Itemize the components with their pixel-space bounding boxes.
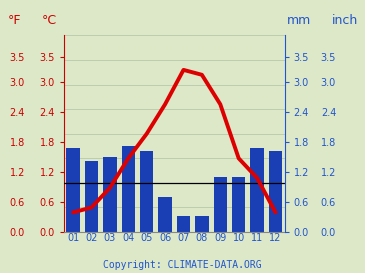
Text: mm: mm xyxy=(287,14,311,27)
Text: Copyright: CLIMATE-DATA.ORG: Copyright: CLIMATE-DATA.ORG xyxy=(103,260,262,270)
Bar xyxy=(85,161,98,232)
Bar xyxy=(250,147,264,232)
Bar xyxy=(269,152,282,232)
Bar xyxy=(158,197,172,232)
Bar xyxy=(66,147,80,232)
Bar xyxy=(103,157,116,232)
Bar xyxy=(140,152,153,232)
Text: inch: inch xyxy=(332,14,358,27)
Bar xyxy=(232,177,245,232)
Bar xyxy=(214,177,227,232)
Bar xyxy=(122,146,135,232)
Bar xyxy=(177,216,190,232)
Text: °C: °C xyxy=(42,14,57,27)
Bar xyxy=(195,216,208,232)
Text: °F: °F xyxy=(8,14,21,27)
